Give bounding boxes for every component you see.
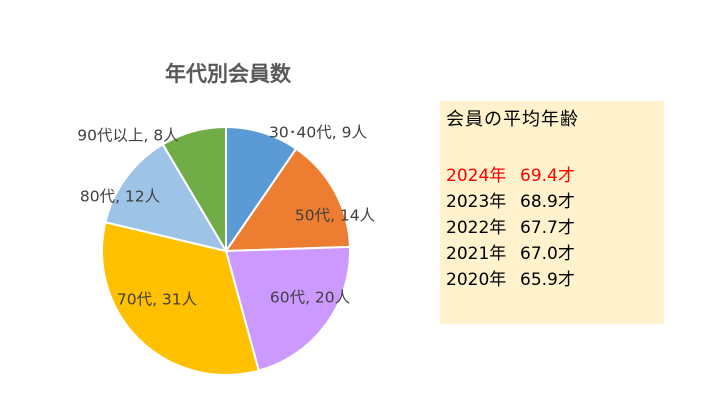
average-age-row: 2024年 69.4才 bbox=[446, 163, 664, 189]
average-age-year: 2024年 bbox=[446, 166, 507, 186]
average-age-row: 2020年 65.9才 bbox=[446, 267, 664, 293]
average-age-year: 2022年 bbox=[446, 218, 507, 238]
average-age-year: 2023年 bbox=[446, 192, 507, 212]
pie-slice-label: 70代, 31人 bbox=[117, 291, 197, 309]
average-age-list: 2024年 69.4才 2023年 68.9才 2022年 67.7才 2021年 67… bbox=[446, 163, 664, 293]
pie-slice bbox=[225, 125, 298, 255]
pie-chart: 30･40代, 9人 50代, 14人 60代, 20人 70代, 31人 80代, 1… bbox=[77, 124, 375, 376]
average-age-year: 2021年 bbox=[446, 244, 507, 264]
average-age-value: 68.9才 bbox=[520, 192, 575, 212]
average-age-row: 2022年 67.7才 bbox=[446, 215, 664, 241]
pie-slice-label: 80代, 12人 bbox=[80, 188, 160, 206]
pie-labels: 30･40代, 9人 50代, 14人 60代, 20人 70代, 31人 80代, 1… bbox=[77, 124, 375, 309]
average-age-value: 67.7才 bbox=[520, 218, 575, 238]
pie-slices bbox=[101, 125, 351, 376]
pie-slice-label: 30･40代, 9人 bbox=[269, 124, 367, 142]
pie-slice bbox=[224, 245, 351, 372]
pie-slice-label: 50代, 14人 bbox=[295, 207, 375, 225]
average-age-title: 会員の平均年齢 bbox=[446, 109, 579, 130]
pie-slice-label: 60代, 20人 bbox=[270, 289, 350, 307]
pie-slice bbox=[161, 125, 227, 255]
average-age-year: 2020年 bbox=[446, 270, 507, 290]
pie-slice bbox=[104, 142, 229, 253]
average-age-value: 65.9才 bbox=[520, 270, 575, 290]
pie-slice bbox=[224, 147, 351, 253]
average-age-row: 2023年 68.9才 bbox=[446, 189, 664, 215]
chart-title: 年代別会員数 bbox=[165, 62, 291, 86]
average-age-value: 67.0才 bbox=[520, 244, 575, 264]
pie-slice-label: 90代以上, 8人 bbox=[77, 127, 178, 145]
average-age-value: 69.4才 bbox=[520, 166, 575, 186]
pie-slice bbox=[101, 221, 260, 376]
average-age-row: 2021年 67.0才 bbox=[446, 241, 664, 267]
average-age-panel: 会員の平均年齢 2024年 69.4才 2023年 68.9才 2022年 67.7才… bbox=[440, 101, 664, 324]
